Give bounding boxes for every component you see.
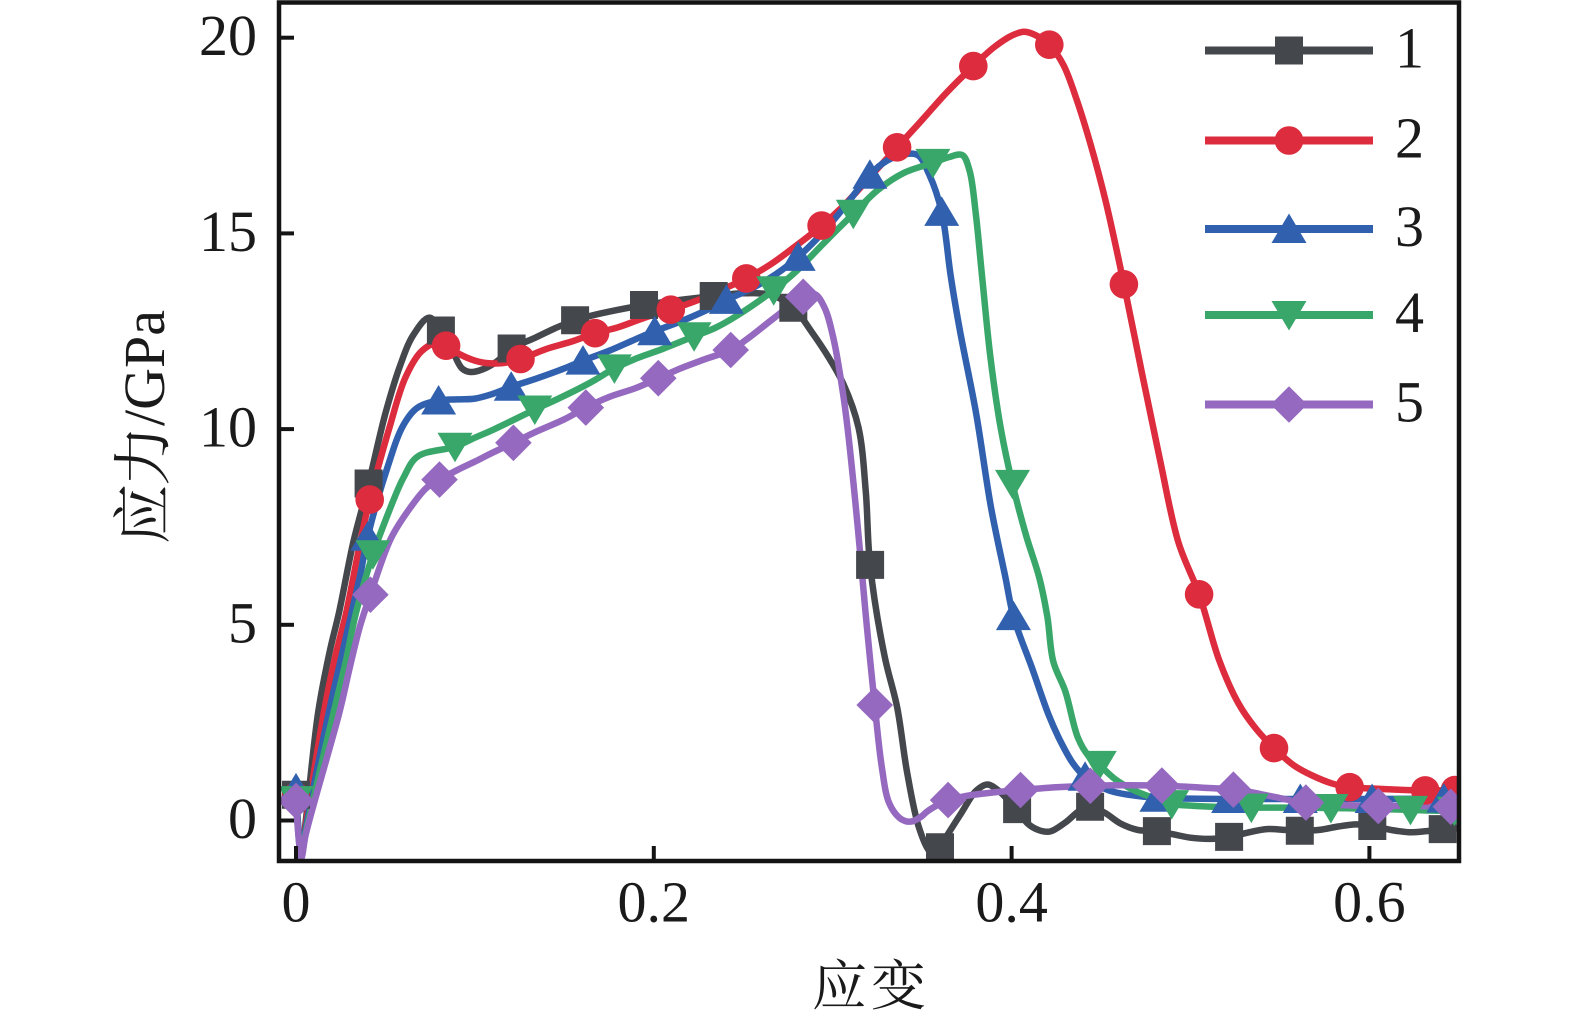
svg-text:1: 1 <box>1395 16 1424 81</box>
svg-text:20: 20 <box>199 3 257 68</box>
svg-text:0.4: 0.4 <box>975 870 1048 935</box>
svg-text:0.2: 0.2 <box>618 870 691 935</box>
svg-text:4: 4 <box>1395 280 1424 345</box>
svg-text:5: 5 <box>228 590 257 655</box>
svg-text:0: 0 <box>282 870 311 935</box>
svg-text:/GPa: /GPa <box>112 310 177 426</box>
svg-text:5: 5 <box>1395 370 1424 435</box>
svg-text:0.6: 0.6 <box>1333 870 1406 935</box>
svg-text:10: 10 <box>199 395 257 460</box>
svg-text:0: 0 <box>228 786 257 851</box>
svg-text:3: 3 <box>1395 194 1424 259</box>
svg-text:15: 15 <box>199 199 257 264</box>
svg-text:2: 2 <box>1395 106 1424 171</box>
